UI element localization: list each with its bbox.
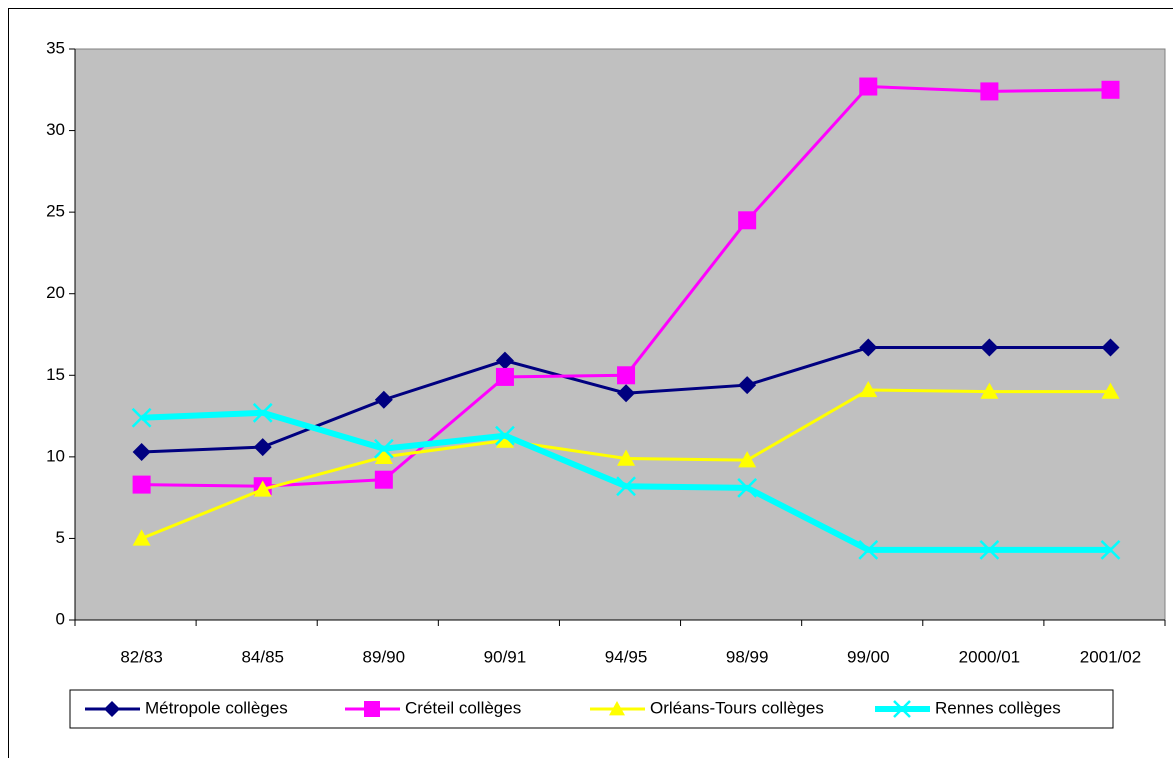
x-tick-label: 98/99 [726, 647, 769, 666]
legend-label: Orléans-Tours collèges [650, 698, 824, 717]
plot-area [75, 49, 1165, 620]
marker [980, 82, 998, 100]
marker [1102, 81, 1120, 99]
y-tick-label: 15 [46, 365, 65, 384]
legend-label: Créteil collèges [405, 698, 521, 717]
x-tick-label: 84/85 [241, 647, 284, 666]
y-tick-label: 25 [46, 202, 65, 221]
x-tick-label: 2001/02 [1080, 647, 1141, 666]
marker [375, 471, 393, 489]
legend-label: Métropole collèges [145, 698, 288, 717]
y-tick-label: 5 [56, 528, 65, 547]
x-tick-label: 90/91 [484, 647, 527, 666]
x-tick-label: 2000/01 [959, 647, 1020, 666]
marker [859, 78, 877, 96]
marker [617, 366, 635, 384]
x-tick-label: 94/95 [605, 647, 648, 666]
marker [496, 368, 514, 386]
y-tick-label: 0 [56, 609, 65, 628]
x-tick-label: 89/90 [363, 647, 406, 666]
x-tick-label: 82/83 [120, 647, 163, 666]
marker [738, 211, 756, 229]
y-tick-label: 35 [46, 38, 65, 57]
y-tick-label: 20 [46, 283, 65, 302]
legend-label: Rennes collèges [935, 698, 1061, 717]
marker [364, 701, 380, 717]
y-tick-label: 10 [46, 446, 65, 465]
x-tick-label: 99/00 [847, 647, 890, 666]
y-tick-label: 30 [46, 120, 65, 139]
marker [133, 476, 151, 494]
